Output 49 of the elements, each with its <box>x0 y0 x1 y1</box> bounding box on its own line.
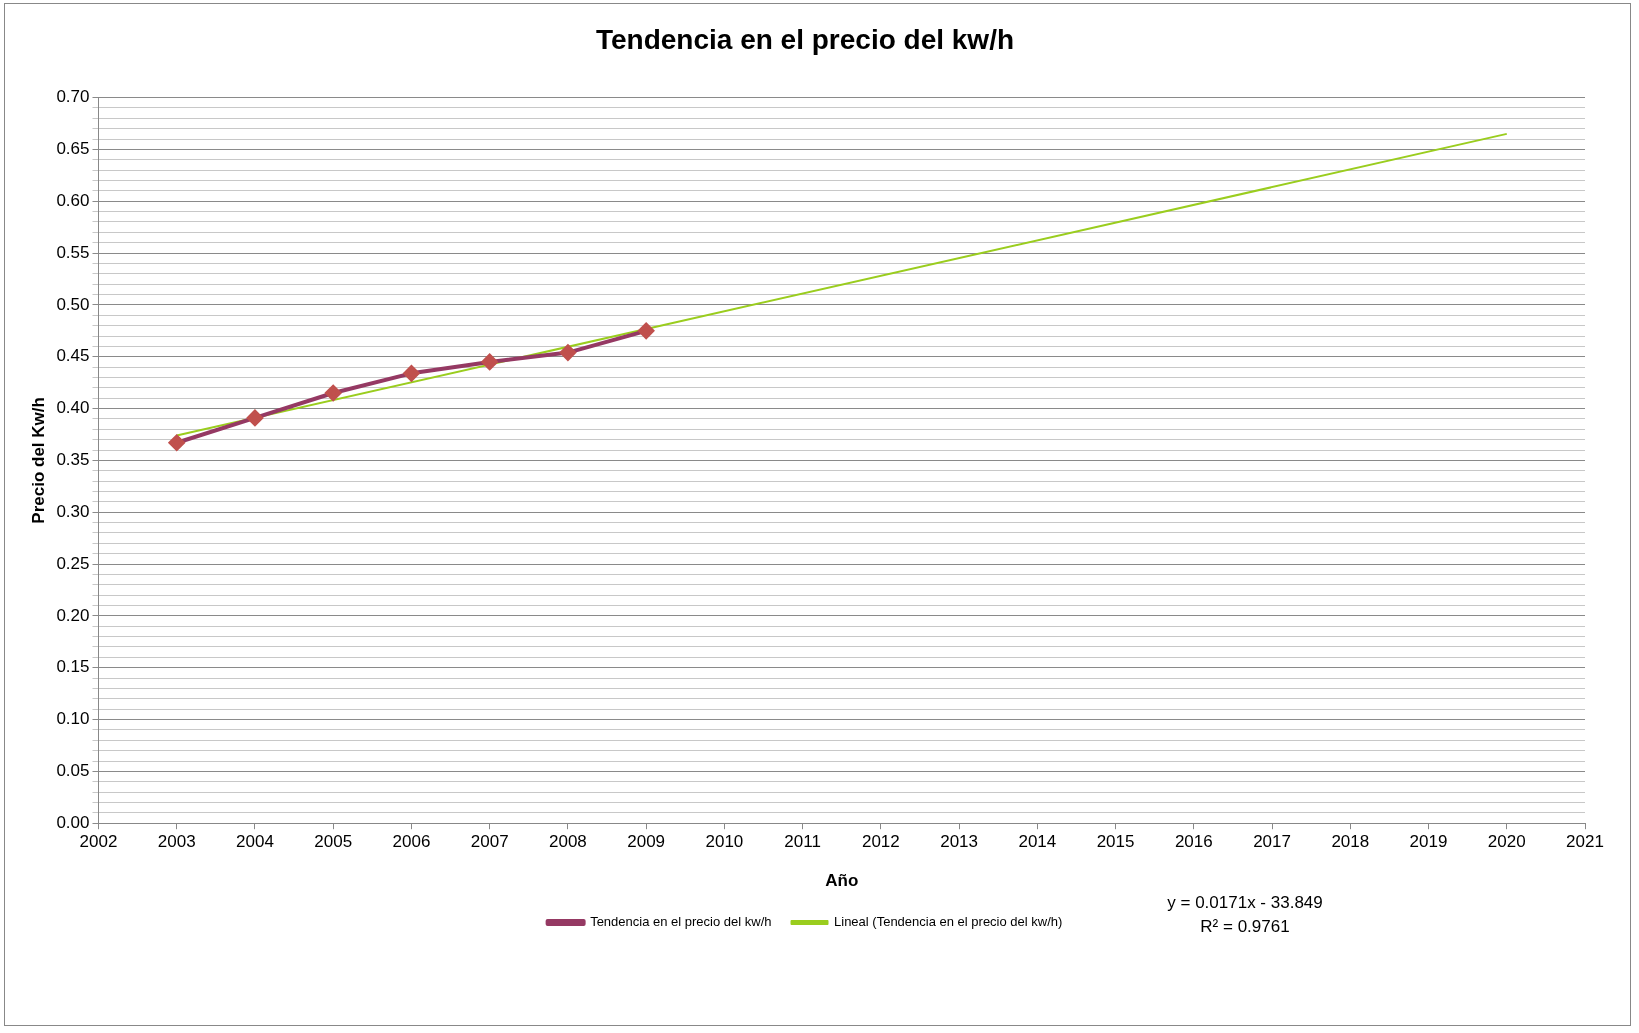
x-tick-label: 2004 <box>236 832 274 852</box>
x-tick-label: 2013 <box>940 832 979 852</box>
y-tick-label: 0.30 <box>56 501 90 521</box>
x-tick-label: 2016 <box>1174 832 1213 852</box>
x-tick-label: 2017 <box>1253 832 1291 852</box>
y-tick-label: 0.55 <box>56 242 90 262</box>
chart-title: Tendencia en el precio del kw/h <box>595 23 1015 55</box>
x-tick-label: 2018 <box>1331 832 1370 852</box>
point <box>481 353 498 370</box>
y-tick-label: 0.20 <box>56 605 90 625</box>
x-tick-label: 2020 <box>1487 832 1526 852</box>
x-tick-label: 2005 <box>314 832 353 852</box>
y-tick-label: 0.05 <box>56 761 90 781</box>
x-tick-label: 2011 <box>784 832 821 852</box>
x-tick-label: 2021 <box>1566 832 1604 852</box>
y-tick-label: 0.40 <box>56 398 90 418</box>
x-tick-label: 2008 <box>549 832 587 852</box>
x-tick-label: 2003 <box>157 832 196 852</box>
legend-label: Tendencia en el precio del kw/h <box>590 914 772 930</box>
x-tick-label: 2014 <box>1018 832 1057 852</box>
x-tick-label: 2012 <box>861 832 900 852</box>
x-tick-label: 2002 <box>79 832 118 852</box>
y-tick-label: 0.50 <box>56 294 90 314</box>
y-tick-label: 0.00 <box>56 812 90 832</box>
x-tick-label: 2015 <box>1096 832 1135 852</box>
x-tick-label: 2006 <box>392 832 431 852</box>
point <box>559 344 576 361</box>
y-tick-label: 0.25 <box>56 553 90 573</box>
y-tick-label: 0.70 <box>56 87 90 107</box>
point <box>403 365 420 382</box>
y-tick-label: 0.45 <box>56 346 90 366</box>
x-tick-label: 2010 <box>705 832 744 852</box>
y-tick-label: 0.35 <box>56 450 90 470</box>
y-tick-label: 0.15 <box>56 657 90 677</box>
point <box>246 409 263 426</box>
y-tick-label: 0.60 <box>56 190 90 210</box>
y-tick-label: 0.65 <box>56 139 90 159</box>
y-tick-label: 0.10 <box>56 709 90 729</box>
x-axis-title: Año <box>825 871 859 891</box>
y-axis-title: Precio del Kw/h <box>28 397 48 524</box>
x-tick-label: 2009 <box>627 832 666 852</box>
x-tick-label: 2007 <box>470 832 509 852</box>
x-tick-label: 2019 <box>1409 832 1448 852</box>
legend-label: Lineal (Tendencia en el precio del kw/h) <box>834 914 1063 930</box>
text: y = 0.0171x - 33.849 <box>1167 892 1323 912</box>
point <box>325 385 342 402</box>
point <box>638 322 655 339</box>
point <box>168 434 185 451</box>
text: R² = 0.9761 <box>1200 916 1290 936</box>
